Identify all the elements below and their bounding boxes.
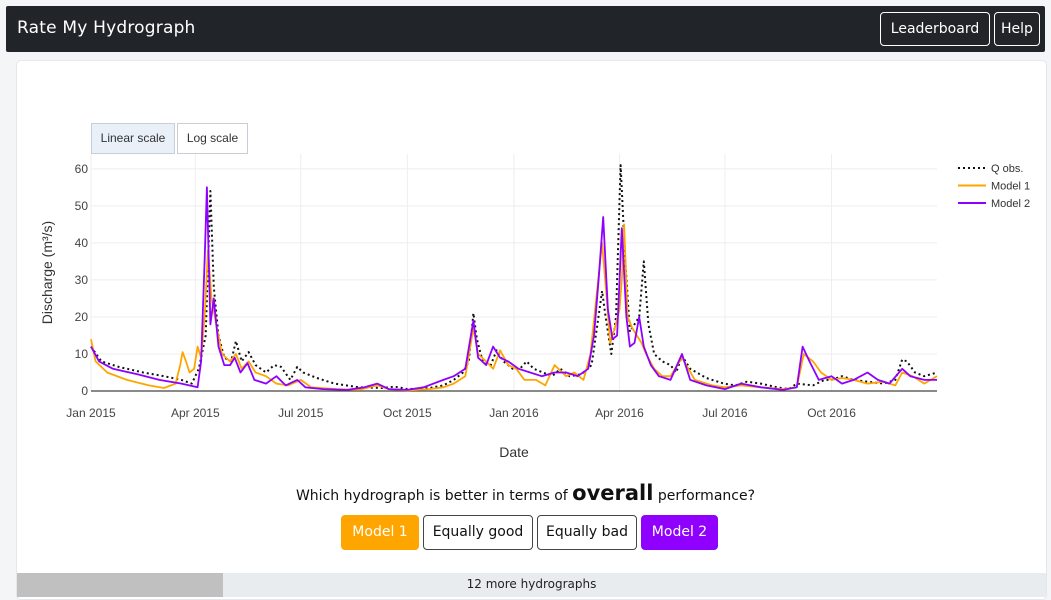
legend-label: Model 2 <box>991 198 1030 210</box>
series-line-q-obs- <box>90 164 938 391</box>
y-tick-label: 40 <box>75 236 89 250</box>
question-highlight: overall <box>572 481 654 505</box>
y-tick-label: 10 <box>75 347 89 361</box>
y-tick-label: 30 <box>75 273 89 287</box>
question-text: Which hydrograph is better in terms of o… <box>0 481 1051 505</box>
x-tick-label: Jan 2015 <box>66 406 116 420</box>
top-navbar: Rate My Hydrograph Leaderboard Help <box>6 6 1045 52</box>
log-scale-button[interactable]: Log scale <box>177 123 248 154</box>
series-line-model-2 <box>90 186 937 391</box>
vote-model2-button[interactable]: Model 2 <box>641 515 718 550</box>
x-tick-label: Oct 2016 <box>807 406 856 420</box>
question-suffix: performance? <box>657 488 756 504</box>
vote-model1-button[interactable]: Model 1 <box>341 515 419 550</box>
x-tick-label: Jan 2016 <box>489 406 539 420</box>
x-tick-label: Jul 2016 <box>702 406 748 420</box>
help-button[interactable]: Help <box>994 12 1040 46</box>
progress-bar: 12 more hydrographs <box>17 573 1046 597</box>
question-prefix: Which hydrograph is better in terms of <box>295 488 568 504</box>
y-tick-label: 20 <box>75 310 89 324</box>
y-tick-label: 60 <box>75 162 89 176</box>
x-tick-label: Apr 2016 <box>595 406 644 420</box>
linear-scale-button[interactable]: Linear scale <box>91 123 175 154</box>
x-axis-title: Date <box>499 444 529 460</box>
legend-label: Q obs. <box>991 163 1023 175</box>
y-tick-label: 50 <box>75 199 89 213</box>
vote-equally-bad-button[interactable]: Equally bad <box>537 515 637 550</box>
x-tick-label: Apr 2015 <box>171 406 220 420</box>
legend-label: Model 1 <box>991 181 1030 193</box>
hydrograph-chart: 0 10 20 30 40 50 60 Jan 2015 Apr 2015 Jul 2015 Oct… <box>39 154 1030 460</box>
progress-label: 12 more hydrographs <box>466 577 597 591</box>
vote-equally-good-button[interactable]: Equally good <box>423 515 533 550</box>
leaderboard-button[interactable]: Leaderboard <box>880 12 990 46</box>
y-tick-label: 0 <box>81 384 88 398</box>
x-tick-label: Oct 2015 <box>383 406 432 420</box>
y-axis-title: Discharge (m³/s) <box>39 221 55 324</box>
x-tick-label: Jul 2015 <box>278 406 324 420</box>
app-title: Rate My Hydrograph <box>17 18 196 38</box>
